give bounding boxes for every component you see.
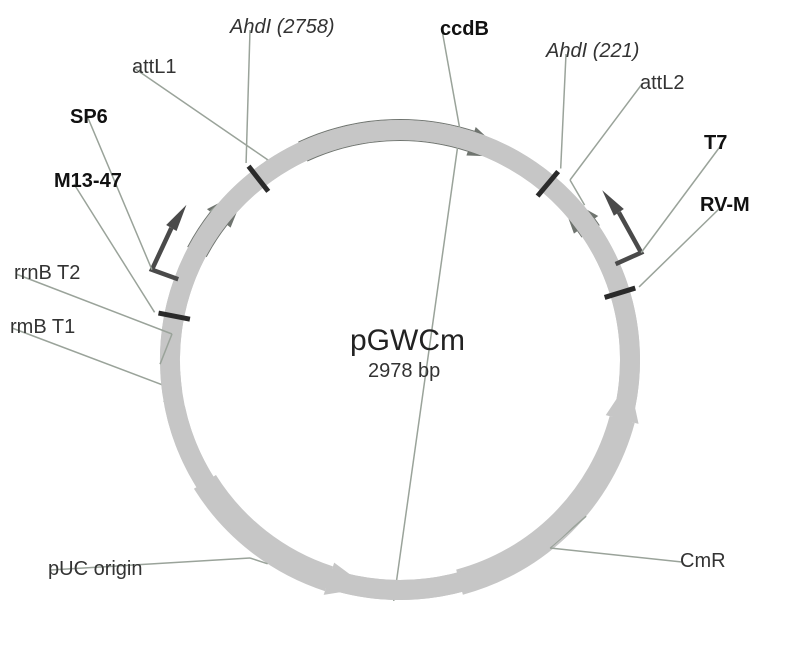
label-rrnBT2: rrnB T2 — [14, 262, 80, 285]
promoter-SP6 — [152, 228, 178, 279]
label-CmR: CmR — [680, 550, 726, 573]
label-SP6: SP6 — [70, 106, 108, 129]
promoter-T7 — [616, 212, 642, 264]
feature-CmR — [460, 420, 623, 583]
label-attL1: attL1 — [132, 56, 176, 79]
label-AhdI_221: AhdI (221) — [546, 40, 639, 63]
plasmid-size: 2978 bp — [368, 360, 440, 383]
label-ccdB: ccdB — [440, 18, 489, 41]
site-M13-47 — [159, 313, 190, 319]
label-attL2: attL2 — [640, 72, 684, 95]
label-rrnBT1: rmB T1 — [10, 316, 75, 339]
label-AhdI_2758: AhdI (2758) — [230, 16, 335, 39]
label-RV-M: RV-M — [700, 194, 750, 217]
label-M13-47: M13-47 — [54, 170, 122, 193]
label-pUCori: pUC origin — [48, 558, 142, 581]
plasmid-name: pGWCm — [350, 324, 465, 358]
label-T7: T7 — [704, 132, 727, 155]
